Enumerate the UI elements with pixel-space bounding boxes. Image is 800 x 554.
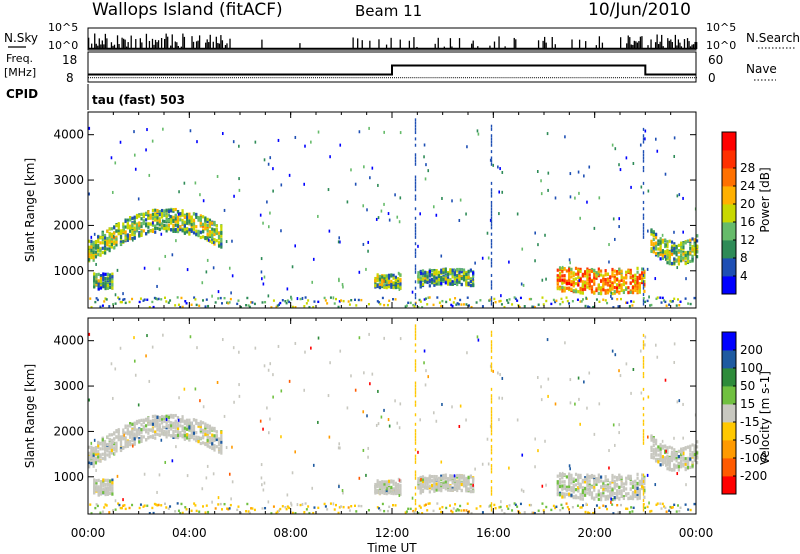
xtick-label-5: 20:00 — [577, 526, 612, 540]
power-ytick-1: 2000 — [53, 218, 84, 232]
velocity-cbar-tick-0: -200 — [740, 469, 767, 483]
power-cbar-tick-0: 4 — [740, 269, 748, 283]
freq-panel — [87, 51, 697, 83]
freq-series — [88, 64, 696, 76]
velocity-ylabel: Slant Range [km] — [23, 364, 37, 468]
nsky-tick-bottom: 10^0 — [48, 39, 78, 52]
velocity-ytick-2: 3000 — [53, 379, 84, 393]
nsky-label: N.Sky — [4, 31, 38, 45]
xtick-label-2: 08:00 — [273, 526, 308, 540]
power-cbar-tick-3: 16 — [740, 215, 755, 229]
freq-tick-bottom: 8 — [66, 71, 74, 85]
velocity-cbar-tick-6: 100 — [740, 361, 763, 375]
velocity-colorbar: -200 -100 -50 -15 15 50 100 200 — [721, 331, 767, 495]
power-ylabel: Slant Range [km] — [23, 158, 37, 262]
power-cbar-tick-2: 12 — [740, 233, 755, 247]
nave-label: Nave — [746, 62, 777, 76]
xtick-label-1: 04:00 — [172, 526, 207, 540]
power-cbar-tick-6: 28 — [740, 161, 755, 175]
xtick-label-3: 12:00 — [375, 526, 410, 540]
power-cbar-tick-1: 8 — [740, 251, 748, 265]
velocity-echoes — [88, 324, 699, 515]
power-echoes — [88, 118, 699, 309]
power-colorbar-label: Power [dB] — [758, 167, 772, 232]
xtick-label-6: 00:00 — [679, 526, 714, 540]
cpid-label: CPID — [6, 87, 38, 101]
nsearch-label: N.Search — [746, 31, 800, 45]
power-colorbar: 4 8 12 16 20 24 28 — [721, 131, 755, 295]
nsky-series — [88, 33, 698, 50]
nave-tick-top: 60 — [708, 53, 723, 67]
velocity-ytick-3: 4000 — [53, 334, 84, 348]
power-cbar-tick-5: 24 — [740, 179, 755, 193]
freq-unit: [MHz] — [4, 66, 36, 79]
nave-tick-bottom: 0 — [708, 71, 716, 85]
power-ytick-0: 1000 — [53, 264, 84, 278]
velocity-ytick-0: 1000 — [53, 470, 84, 484]
power-ytick-2: 3000 — [53, 173, 84, 187]
velocity-ytick-1: 2000 — [53, 424, 84, 438]
velocity-cbar-tick-2: -50 — [740, 433, 760, 447]
nsky-tick-top: 10^5 — [48, 21, 78, 34]
velocity-colorbar-label: Velocity [m s-1] — [758, 371, 772, 465]
power-ytick-3: 4000 — [53, 128, 84, 142]
xtick-label-4: 16:00 — [476, 526, 511, 540]
freq-tick-top: 18 — [62, 53, 77, 67]
nsky-panel — [87, 27, 697, 51]
xtick-label-0: 00:00 — [71, 526, 106, 540]
power-cbar-tick-4: 20 — [740, 197, 755, 211]
velocity-cbar-tick-4: 15 — [740, 397, 755, 411]
site-title: Wallops Island (fitACF) — [92, 0, 283, 20]
velocity-cbar-tick-5: 50 — [740, 379, 755, 393]
velocity-cbar-tick-7: 200 — [740, 343, 763, 357]
cpid-value: tau (fast) 503 — [92, 93, 185, 107]
nsearch-tick-top: 10^5 — [706, 21, 736, 34]
beam-title: Beam 11 — [355, 2, 422, 20]
xaxis-label: Time UT — [366, 541, 417, 554]
date-title: 10/Jun/2010 — [588, 0, 691, 20]
freq-label: Freq. — [6, 52, 33, 65]
velocity-cbar-tick-1: -100 — [740, 451, 767, 465]
nave-series — [88, 77, 697, 79]
nsearch-tick-bottom: 10^0 — [706, 39, 736, 52]
velocity-cbar-tick-3: -15 — [740, 415, 760, 429]
